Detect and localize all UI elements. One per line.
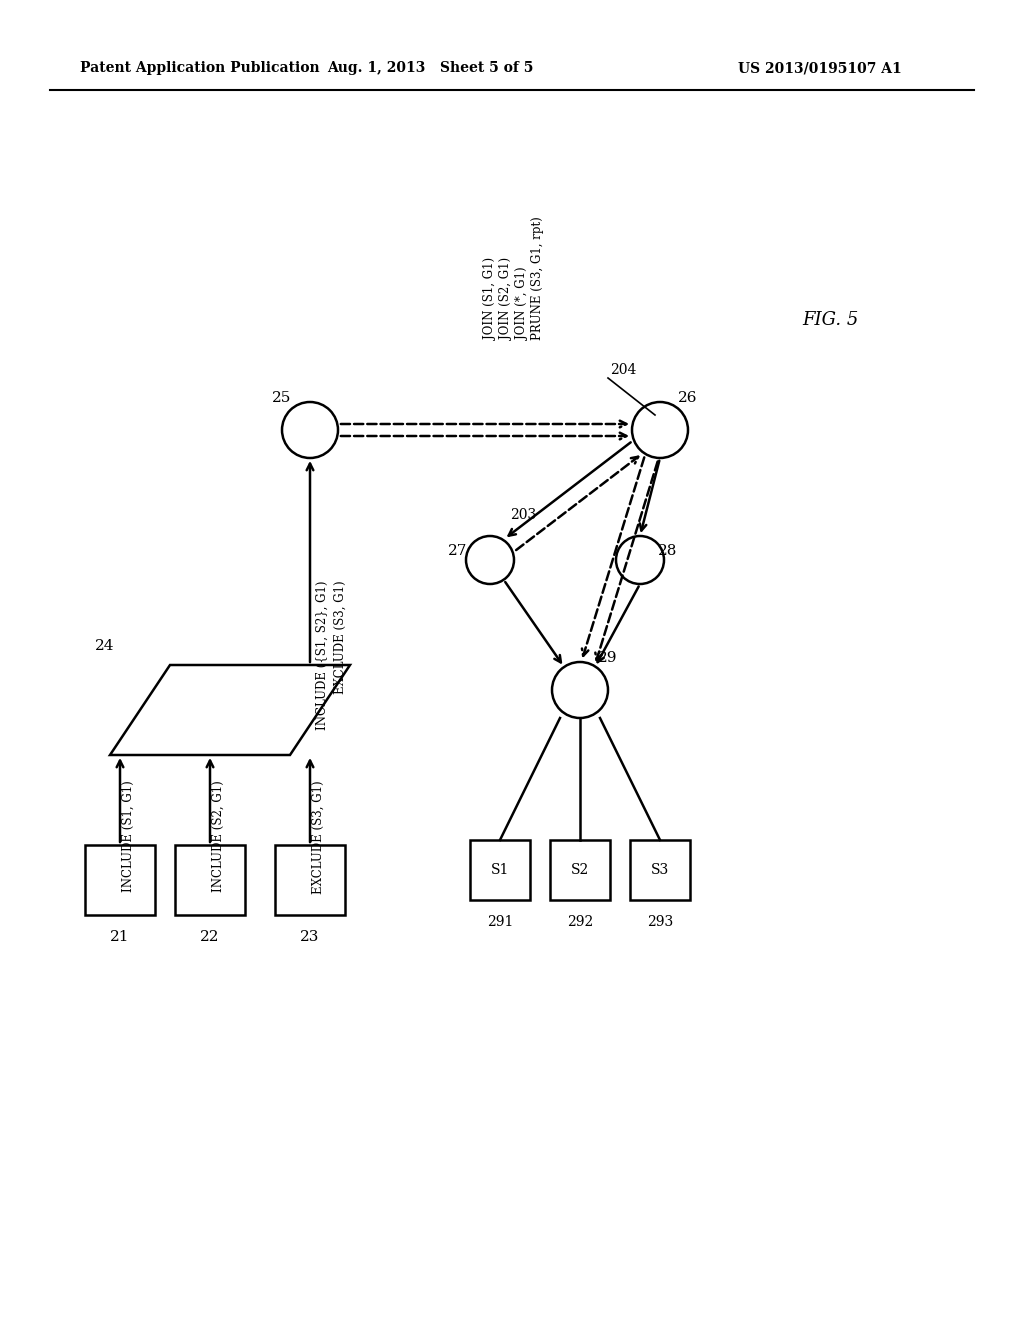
Text: 28: 28 bbox=[658, 544, 677, 558]
Text: 27: 27 bbox=[449, 544, 467, 558]
Text: 24: 24 bbox=[95, 639, 115, 653]
Text: 21: 21 bbox=[111, 931, 130, 944]
Text: INCLUDE ({S1, S2}, G1): INCLUDE ({S1, S2}, G1) bbox=[315, 579, 329, 730]
Text: S1: S1 bbox=[490, 863, 509, 876]
Text: 292: 292 bbox=[567, 915, 593, 929]
Text: EXCLUDE (S3, G1): EXCLUDE (S3, G1) bbox=[311, 780, 325, 894]
Text: 25: 25 bbox=[272, 391, 292, 405]
Text: 23: 23 bbox=[300, 931, 319, 944]
Text: 291: 291 bbox=[486, 915, 513, 929]
Bar bbox=[275, 845, 345, 915]
Text: PRUNE (S3, G1, rpt): PRUNE (S3, G1, rpt) bbox=[531, 216, 545, 341]
Text: 26: 26 bbox=[678, 391, 697, 405]
Text: 29: 29 bbox=[598, 651, 617, 665]
Text: 293: 293 bbox=[647, 915, 673, 929]
Bar bbox=[630, 840, 690, 900]
Text: FIG. 5: FIG. 5 bbox=[802, 312, 858, 329]
Text: 204: 204 bbox=[610, 363, 636, 378]
Text: S3: S3 bbox=[651, 863, 669, 876]
Bar bbox=[85, 845, 155, 915]
Text: Aug. 1, 2013   Sheet 5 of 5: Aug. 1, 2013 Sheet 5 of 5 bbox=[327, 61, 534, 75]
Bar bbox=[550, 840, 610, 900]
Bar bbox=[175, 845, 245, 915]
Text: EXCLUDE (S3, G1): EXCLUDE (S3, G1) bbox=[334, 579, 346, 693]
Text: JOIN (*, G1): JOIN (*, G1) bbox=[515, 268, 528, 341]
Text: Patent Application Publication: Patent Application Publication bbox=[80, 61, 319, 75]
Bar bbox=[470, 840, 530, 900]
Text: 203: 203 bbox=[510, 508, 537, 521]
Text: S2: S2 bbox=[570, 863, 589, 876]
Text: INCLUDE (S1, G1): INCLUDE (S1, G1) bbox=[122, 780, 134, 892]
Text: INCLUDE (S2, G1): INCLUDE (S2, G1) bbox=[212, 780, 224, 892]
Text: 22: 22 bbox=[201, 931, 220, 944]
Text: JOIN (S1, G1): JOIN (S1, G1) bbox=[483, 257, 497, 341]
Text: US 2013/0195107 A1: US 2013/0195107 A1 bbox=[738, 61, 902, 75]
Text: JOIN (S2, G1): JOIN (S2, G1) bbox=[500, 257, 512, 341]
